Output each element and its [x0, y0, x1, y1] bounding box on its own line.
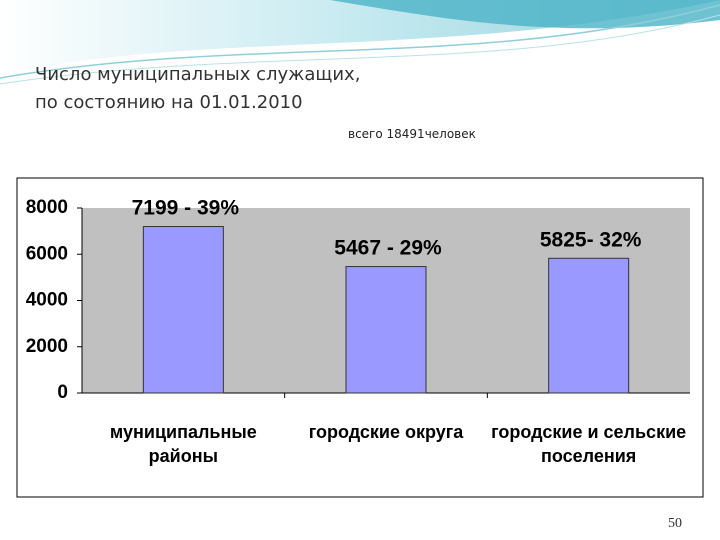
value-label: 5825- 32%: [540, 228, 642, 251]
x-tick-label: городские округа: [309, 422, 465, 442]
y-tick-label: 2000: [26, 336, 68, 357]
title-line: по состоянию на 01.01.2010: [35, 92, 303, 113]
bar: [548, 257, 630, 394]
decor-line: [0, 14, 720, 85]
title-line: Число муниципальных служащих,: [35, 64, 360, 85]
x-tick-label: городские и сельские поселения: [491, 422, 686, 466]
bar: [142, 226, 224, 394]
bar: [345, 266, 427, 394]
y-tick-label: 0: [57, 382, 68, 403]
value-label: 5467 - 29%: [334, 237, 442, 260]
subtitle: всего 18491человек: [348, 127, 476, 141]
y-tick-label: 6000: [26, 243, 68, 264]
y-tick-label: 8000: [26, 197, 68, 218]
x-tick-label: муниципальные районы: [110, 422, 257, 466]
page-number: 50: [668, 516, 682, 531]
value-label: 7199 - 39%: [132, 197, 240, 220]
y-tick-label: 4000: [26, 290, 68, 311]
decor-line: [0, 4, 720, 79]
decor: [330, 0, 720, 29]
